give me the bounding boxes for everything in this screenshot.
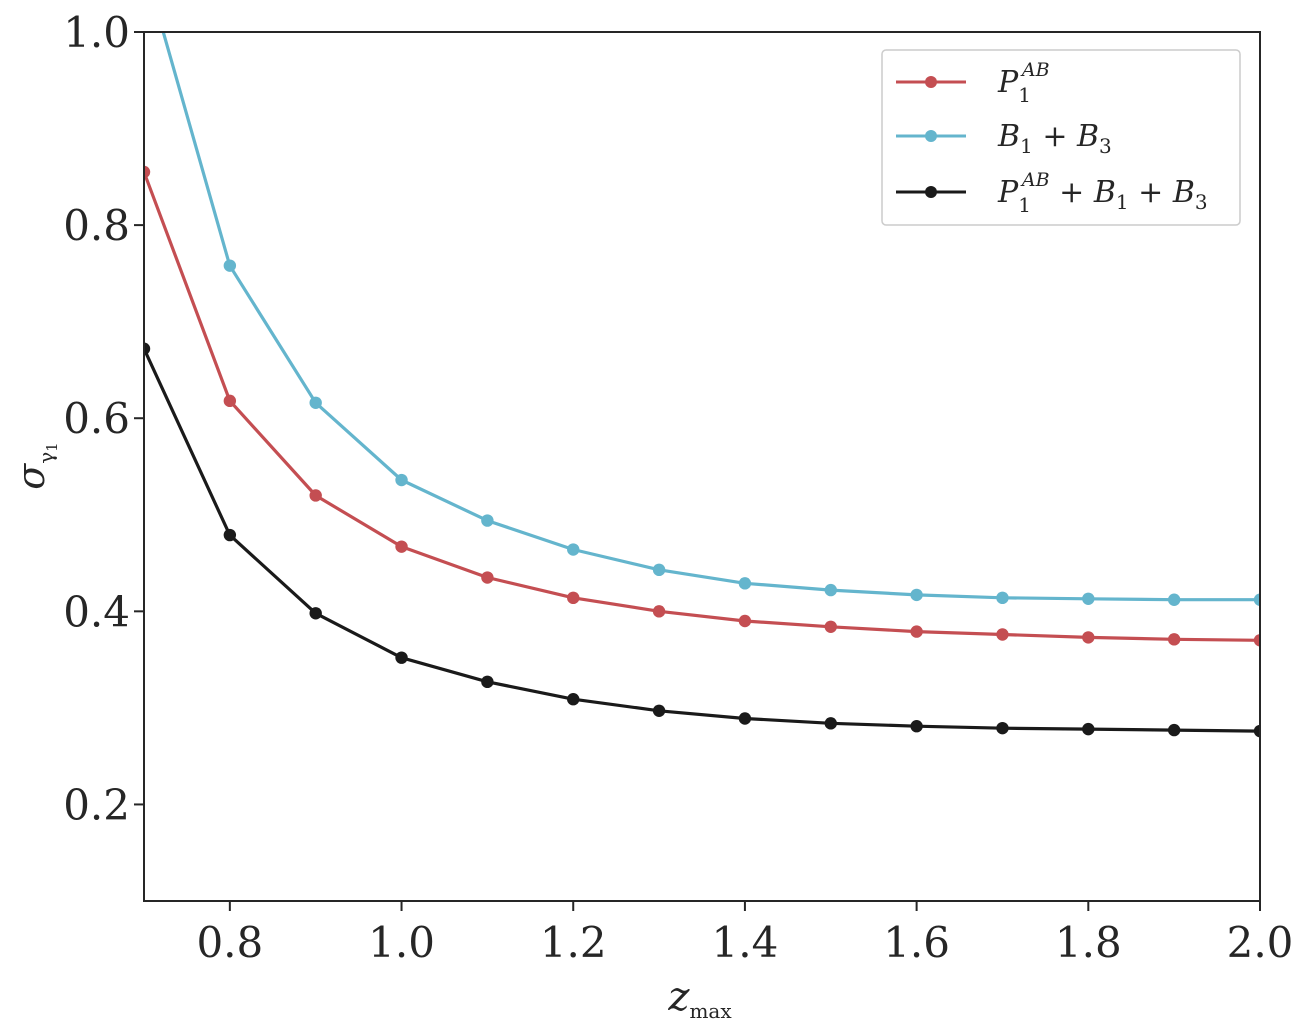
y-tick-label: 1.0 <box>63 8 130 57</box>
data-point <box>996 721 1009 735</box>
legend-box <box>881 49 1241 226</box>
legend-marker <box>925 130 937 142</box>
data-point <box>144 342 151 355</box>
series-line <box>161 32 1260 602</box>
data-point <box>1167 723 1181 737</box>
data-point <box>910 588 923 602</box>
data-point <box>1082 592 1095 605</box>
data-point <box>1082 722 1095 736</box>
y-tick-label: 0.6 <box>63 394 130 443</box>
series-2 <box>144 342 1260 738</box>
data-point <box>309 607 322 620</box>
data-point <box>481 514 494 527</box>
x-tick-label: 0.8 <box>196 918 263 967</box>
x-axis-ticks: 0.8 1.0 1.2 1.4 1.6 1.8 2.0 <box>196 901 1293 967</box>
x-tick-label: 1.4 <box>712 918 779 967</box>
x-tick-label: 1.6 <box>883 918 950 967</box>
legend-label: B1 + B3 <box>997 119 1112 158</box>
svg-text:σγ1: σγ1 <box>9 442 61 489</box>
data-point <box>652 704 666 717</box>
data-point <box>738 712 752 725</box>
data-point <box>223 528 237 542</box>
y-tick-label: 0.2 <box>63 780 130 829</box>
plot-frame <box>143 31 1261 902</box>
data-point <box>996 628 1009 641</box>
data-point <box>144 165 151 179</box>
data-point <box>738 614 752 628</box>
data-point <box>1253 724 1260 738</box>
data-point <box>481 571 494 584</box>
data-point <box>652 605 666 618</box>
x-axis-label: zmax <box>667 974 732 1023</box>
data-point <box>1167 633 1181 646</box>
y-tick-label: 0.8 <box>63 201 130 250</box>
legend-entry-b1-b3: B1 + B3 <box>896 119 1112 158</box>
data-point <box>910 720 923 733</box>
data-point <box>652 563 666 577</box>
data-point <box>481 675 494 689</box>
series-1 <box>161 32 1260 606</box>
series-line <box>144 171 1260 642</box>
data-point <box>824 717 837 730</box>
x-tick-label: 1.2 <box>540 918 607 967</box>
x-tick-label: 1.8 <box>1055 918 1122 967</box>
data-point <box>567 591 580 605</box>
legend-marker <box>925 186 937 198</box>
data-point <box>824 583 837 597</box>
series-0 <box>144 165 1260 647</box>
data-point <box>223 394 237 408</box>
data-point <box>567 692 580 706</box>
data-point <box>1253 634 1260 647</box>
data-point <box>910 625 923 638</box>
data-point <box>738 577 752 590</box>
data-point <box>1253 593 1260 606</box>
legend-label: P1AB + B1 + B3 <box>997 169 1208 217</box>
data-point <box>996 591 1009 605</box>
data-point <box>824 620 837 633</box>
series-line <box>144 348 1260 733</box>
x-tick-label: 2.0 <box>1227 918 1294 967</box>
data-point <box>1082 631 1095 644</box>
legend-marker <box>925 76 937 88</box>
x-tick-label: 1.0 <box>368 918 435 967</box>
data-point <box>567 543 580 556</box>
y-tick-label: 0.4 <box>63 587 130 636</box>
data-point <box>395 540 408 553</box>
data-point <box>223 259 237 272</box>
data-point <box>395 651 408 664</box>
data-point <box>395 473 408 487</box>
y-axis-label: σγ1 <box>9 442 61 489</box>
series-layer <box>144 32 1260 738</box>
legend: P1AB B1 + B3 P1AB + B1 + B3 <box>881 49 1241 226</box>
data-point <box>309 489 322 502</box>
y-axis-ticks: 0.2 0.4 0.6 0.8 1.0 <box>63 8 144 829</box>
data-point <box>309 396 322 409</box>
data-point <box>1167 593 1181 606</box>
